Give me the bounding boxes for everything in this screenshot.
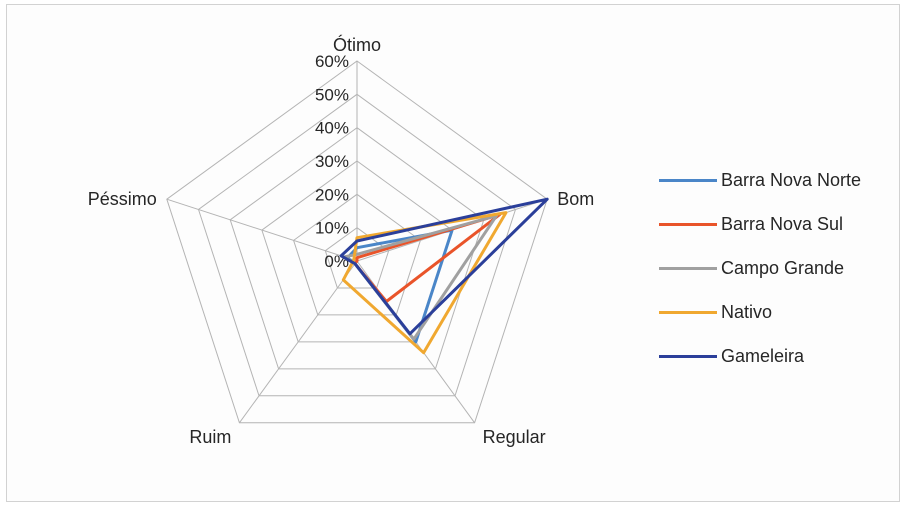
legend-swatch — [659, 266, 717, 270]
tick-label: 20% — [315, 185, 349, 204]
legend-label: Campo Grande — [721, 257, 845, 278]
radar-spoke — [166, 198, 358, 262]
chart-area: 0% 10% 20% 30% 40% 50% 60% Ótimo Bom Regular Ruim… — [6, 4, 900, 502]
tick-label: 50% — [315, 85, 349, 104]
tick-label: 0% — [324, 252, 349, 271]
tick-label: 60% — [315, 52, 349, 71]
legend-swatch — [659, 310, 717, 314]
legend-item: Nativo — [659, 290, 899, 334]
category-label: Regular — [483, 427, 546, 447]
tick-label: 10% — [315, 219, 349, 238]
legend-item: Campo Grande — [659, 246, 899, 290]
series-line — [339, 197, 549, 336]
radar-series — [339, 197, 549, 355]
legend-label: Barra Nova Sul — [721, 213, 844, 234]
legend-label: Nativo — [721, 301, 773, 322]
category-label: Péssimo — [88, 189, 157, 209]
category-label: Ótimo — [333, 34, 381, 55]
grid-ring — [166, 60, 548, 424]
radar-tick-labels: 0% 10% 20% 30% 40% 50% 60% — [315, 52, 349, 271]
legend-item: Barra Nova Norte — [659, 158, 899, 202]
legend-swatch — [659, 222, 717, 226]
radar-grid — [166, 60, 548, 424]
radar-category-labels: Ótimo Bom Regular Ruim Péssimo — [88, 34, 594, 447]
tick-label: 40% — [315, 119, 349, 138]
legend-item: Barra Nova Sul — [659, 202, 899, 246]
category-label: Ruim — [189, 427, 231, 447]
legend: Barra Nova Norte Barra Nova Sul Campo Gran… — [659, 158, 899, 378]
grid-ring — [261, 160, 453, 343]
grid-ring — [229, 127, 485, 370]
category-label: Bom — [557, 189, 594, 209]
legend-swatch — [659, 354, 717, 358]
legend-label: Gameleira — [721, 345, 805, 366]
legend-label: Barra Nova Norte — [721, 169, 862, 190]
radar-spoke — [238, 260, 358, 424]
legend-item: Gameleira — [659, 334, 899, 378]
legend-swatch — [659, 178, 717, 182]
radar-chart: 0% 10% 20% 30% 40% 50% 60% Ótimo Bom Regular Ruim… — [88, 34, 594, 447]
grid-ring — [293, 193, 421, 316]
grid-ring — [197, 93, 517, 397]
tick-label: 30% — [315, 152, 349, 171]
series-line — [341, 211, 508, 355]
